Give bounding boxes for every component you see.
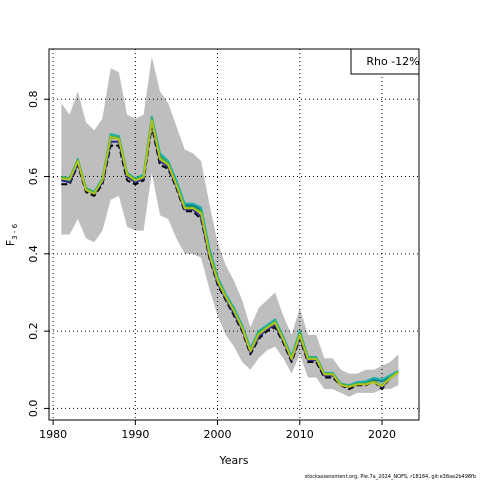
x-tick-label: 2000 xyxy=(204,428,232,441)
y-tick-label: 0.6 xyxy=(27,168,40,186)
x-tick-label: 1980 xyxy=(39,428,67,441)
series-line-6 xyxy=(61,119,400,388)
y-tick-label: 0.4 xyxy=(27,245,40,263)
y-tick-label: 0.8 xyxy=(27,90,40,108)
svg-text:F3 - 6: F3 - 6 xyxy=(4,223,19,246)
x-tick-label: 1990 xyxy=(121,428,149,441)
y-axis-title: F3 - 6 xyxy=(4,223,19,246)
y-axis-title-main: F xyxy=(4,240,17,246)
legend: Rho -12% xyxy=(350,48,420,75)
y-tick-label: 0.0 xyxy=(27,400,40,418)
footer-source: stockassessment.org, Ple.7a_2024_NOFS, r… xyxy=(305,474,476,480)
x-axis-title: Years xyxy=(218,454,248,467)
y-axis-title-sub: 3 - 6 xyxy=(11,223,19,239)
x-tick-label: 2020 xyxy=(368,428,396,441)
series-layer xyxy=(61,115,400,391)
confidence-band-layer xyxy=(61,56,399,397)
x-tick-label: 2010 xyxy=(286,428,314,441)
grid-layer xyxy=(49,49,419,420)
legend-text: Rho -12% xyxy=(366,55,419,68)
confidence-band xyxy=(61,56,399,397)
y-tick-label: 0.2 xyxy=(27,322,40,340)
plot-frame xyxy=(48,48,420,421)
axis-layer: 1980 1990 2000 2010 2020 0.0 0.2 0.4 0.6 0.8 xyxy=(27,90,396,441)
legend-box xyxy=(350,48,420,75)
